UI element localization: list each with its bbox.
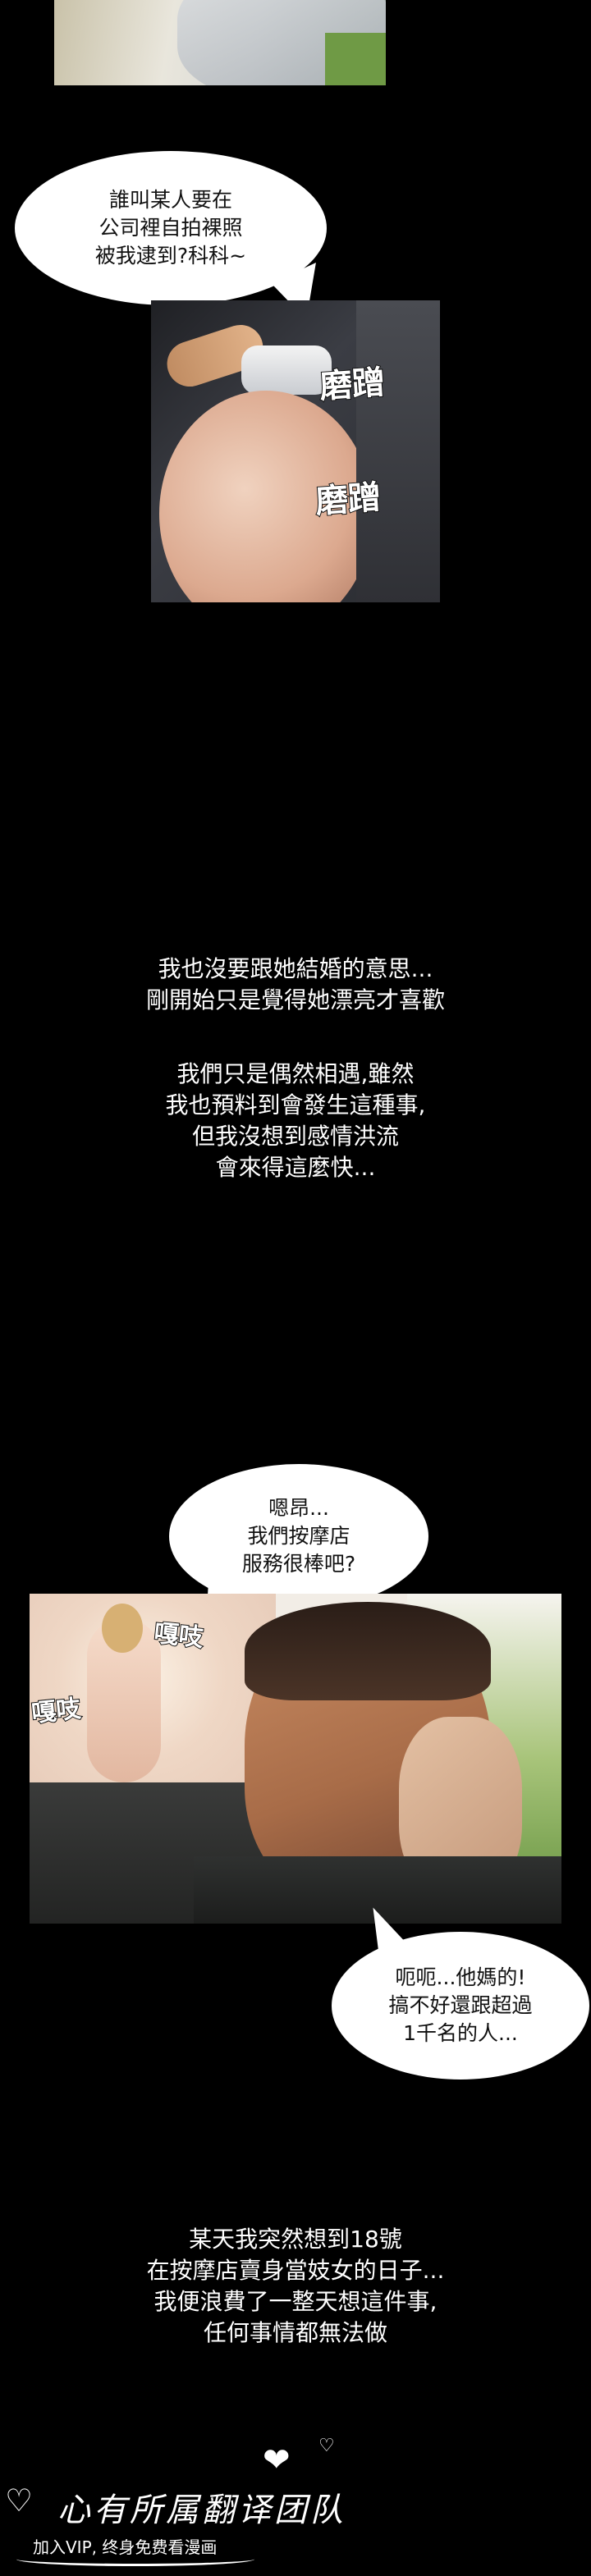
green-background — [325, 33, 386, 85]
wall-shadow — [356, 300, 440, 602]
panel-top-art — [54, 0, 386, 85]
panel-massage-art: 嘎吱 嘎吱 — [30, 1594, 561, 1924]
narration-caption-2: 我們只是偶然相遇,雖然 我也預料到會發生這種事, 但我沒想到感情洪流 會來得這麼… — [165, 1060, 426, 1181]
swirl-decoration — [16, 2552, 254, 2566]
white-cloth — [241, 345, 332, 395]
heart-icon-large: ❤ — [263, 2441, 291, 2479]
brand-name: 心有所属翻译团队 — [57, 2491, 346, 2529]
speech-text-photo: 誰叫某人要在 公司裡自拍裸照 被我逮到?科科~ — [94, 188, 247, 268]
narration-caption-3: 某天我突然想到18號 在按摩店賣身當妓女的日子... 我便浪費了一整天想這件事,… — [146, 2226, 445, 2346]
man-shirt — [194, 1856, 561, 1924]
speech-bubble-curse: 呃呃...他媽的! 搞不好還跟超過 1千名的人... — [332, 1932, 589, 2080]
body-curve — [159, 391, 373, 602]
speech-text-curse: 呃呃...他媽的! 搞不好還跟超過 1千名的人... — [388, 1965, 533, 2045]
speech-text-massage: 嗯昂... 我們按摩店 服務很棒吧? — [241, 1496, 356, 1576]
sfx-creak-left: 嘎吱 — [30, 1694, 83, 1729]
speech-bubble-massage: 嗯昂... 我們按摩店 服務很棒吧? — [169, 1464, 428, 1608]
narration-caption-1: 我也沒要跟她結婚的意思... 剛開始只是覺得她漂亮才喜歡 — [145, 955, 445, 1013]
inset-hair — [102, 1604, 143, 1653]
sfx-rub-1: 磨蹭 — [318, 362, 387, 406]
speech-bubble-photo: 誰叫某人要在 公司裡自拍裸照 被我逮到?科科~ — [15, 151, 327, 305]
watermark-logo: ❤ ♡ ♡ 心有所属翻译团队 加入VIP, 终身免费看漫画 — [0, 2429, 591, 2576]
man-hair — [245, 1602, 491, 1700]
heart-icon-small: ♡ — [318, 2436, 335, 2456]
heart-icon-outline: ♡ — [5, 2482, 34, 2519]
sfx-rub-2: 磨蹭 — [314, 477, 383, 521]
panel-rub-art: 磨蹭 磨蹭 — [151, 300, 440, 602]
sfx-creak-right: 嘎吱 — [152, 1618, 205, 1654]
